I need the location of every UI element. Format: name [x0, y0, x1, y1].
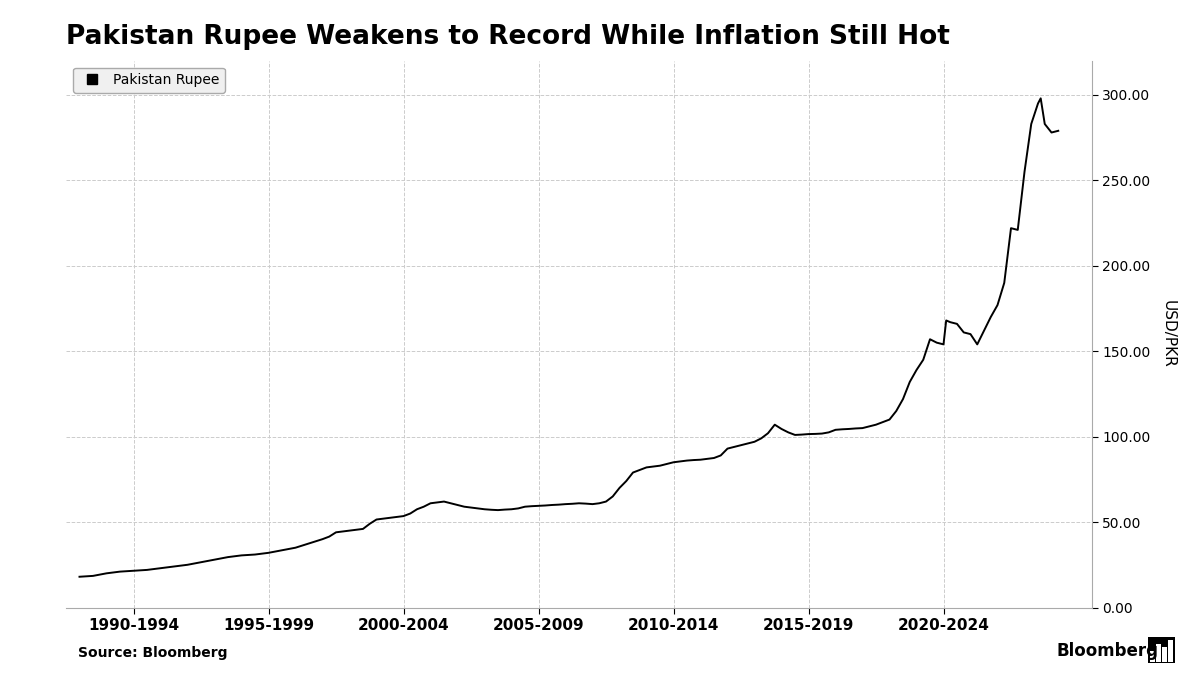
Legend: Pakistan Rupee: Pakistan Rupee [73, 68, 226, 92]
Text: Source: Bloomberg: Source: Bloomberg [78, 646, 228, 660]
Text: Bloomberg: Bloomberg [1056, 642, 1158, 660]
Bar [1168, 640, 1172, 662]
Y-axis label: USD/PKR: USD/PKR [1160, 300, 1176, 368]
Bar [1156, 644, 1160, 662]
Bar [1150, 651, 1154, 662]
Bar [1162, 647, 1166, 662]
Text: Pakistan Rupee Weakens to Record While Inflation Still Hot: Pakistan Rupee Weakens to Record While I… [66, 24, 950, 50]
